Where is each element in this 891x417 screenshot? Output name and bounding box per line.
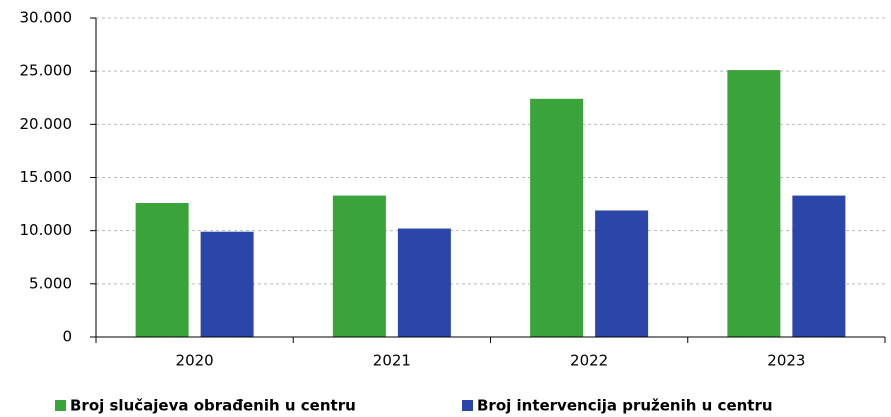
bar: [530, 98, 584, 338]
bar: [792, 195, 846, 337]
y-tick-label: 5.000: [29, 274, 72, 292]
y-tick-label: 20.000: [20, 115, 73, 133]
legend-swatch: [55, 400, 66, 411]
legend-swatch: [462, 400, 473, 411]
bar: [727, 70, 781, 337]
y-tick-label: 15.000: [20, 168, 73, 186]
x-tick-label: 2022: [570, 352, 608, 370]
legend-label: Broj slučajeva obrađenih u centru: [70, 397, 356, 415]
y-tick-label: 30.000: [20, 9, 73, 27]
bar: [135, 203, 189, 337]
bar: [200, 231, 254, 337]
y-tick-label: 0: [62, 328, 72, 346]
bar: [397, 228, 451, 337]
x-tick-label: 2020: [176, 352, 214, 370]
x-tick-label: 2023: [767, 352, 805, 370]
bar: [595, 210, 649, 337]
y-tick-label: 25.000: [20, 62, 73, 80]
x-tick-label: 2021: [373, 352, 411, 370]
y-tick-label: 10.000: [20, 221, 73, 239]
bar: [332, 195, 386, 337]
legend-label: Broj intervencija pruženih u centru: [477, 397, 773, 415]
